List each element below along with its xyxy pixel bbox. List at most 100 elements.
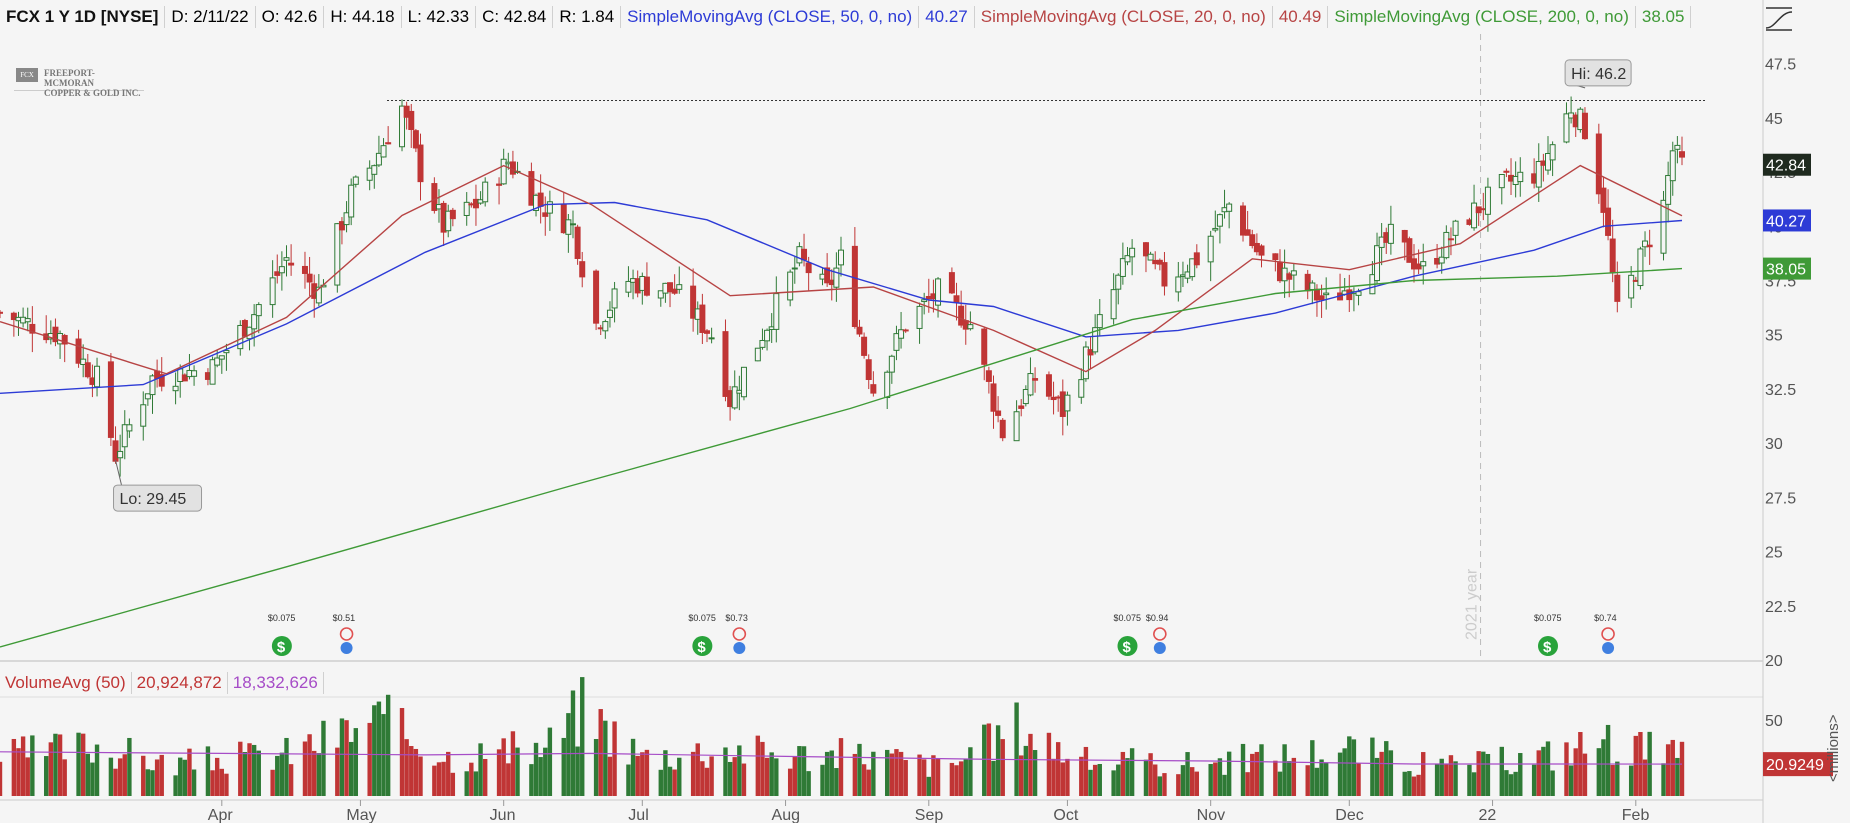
volume-bar bbox=[1568, 765, 1574, 796]
volume-bar bbox=[367, 722, 372, 796]
candle-body bbox=[417, 144, 424, 183]
volume-bar bbox=[1541, 746, 1546, 796]
volume-bar bbox=[251, 744, 257, 796]
volume-bar bbox=[57, 734, 63, 796]
candle-body bbox=[1642, 240, 1649, 248]
candle-body bbox=[898, 329, 905, 339]
candle-body bbox=[1669, 150, 1676, 182]
volume-bar bbox=[677, 757, 682, 796]
dividend-icon[interactable] bbox=[692, 636, 713, 656]
volume-bar bbox=[871, 751, 876, 796]
ma200-label[interactable]: SimpleMovingAvg (CLOSE, 200, 0, no) bbox=[1328, 6, 1636, 28]
candle-body bbox=[1189, 258, 1196, 278]
volume-bar bbox=[1615, 761, 1620, 796]
dividend-icon-glyph: $ bbox=[277, 639, 286, 656]
dividend-icon[interactable] bbox=[1537, 636, 1558, 656]
volume-bar bbox=[76, 732, 81, 796]
volume-bar bbox=[182, 759, 188, 796]
volume-bar bbox=[1129, 748, 1135, 796]
earnings-icon[interactable] bbox=[732, 627, 747, 641]
volume-bar bbox=[663, 750, 668, 796]
earnings-bulb-icon[interactable] bbox=[733, 642, 746, 654]
volume-bar bbox=[30, 735, 35, 796]
candle-body bbox=[399, 105, 406, 148]
dividend-label: $0.075 bbox=[268, 613, 296, 623]
y-tick-label: 20 bbox=[1765, 653, 1783, 670]
volume-bar bbox=[949, 762, 955, 796]
volume-bar bbox=[62, 759, 67, 796]
volume-bar bbox=[20, 736, 26, 796]
volume-bar bbox=[737, 745, 742, 796]
dividend-icon[interactable] bbox=[1117, 636, 1138, 656]
volume-bar bbox=[1347, 736, 1352, 796]
volume-bar bbox=[1610, 765, 1615, 796]
candle-body bbox=[1447, 238, 1454, 241]
candle-body bbox=[352, 176, 359, 185]
dividend-icon[interactable] bbox=[271, 636, 292, 656]
candle-body bbox=[1387, 223, 1394, 244]
volume-bar bbox=[127, 737, 132, 796]
volume-value: 20,924,872 bbox=[132, 672, 228, 694]
volume-bar bbox=[852, 753, 858, 796]
candle-body bbox=[1212, 227, 1219, 231]
volume-bar bbox=[1356, 763, 1361, 796]
volume-bar bbox=[1601, 739, 1606, 796]
candle-body bbox=[708, 337, 715, 340]
candle-body bbox=[431, 183, 438, 211]
volume-bar bbox=[1240, 743, 1246, 796]
earnings-bulb-icon[interactable] bbox=[340, 642, 353, 654]
ma20-label[interactable]: SimpleMovingAvg (CLOSE, 20, 0, no) bbox=[975, 6, 1273, 28]
candle-body bbox=[75, 338, 82, 364]
volume-bar bbox=[1444, 763, 1449, 796]
candle-body bbox=[0, 311, 3, 314]
candle-body bbox=[884, 371, 891, 399]
volume-bar bbox=[1633, 735, 1638, 796]
ma50-label[interactable]: SimpleMovingAvg (CLOSE, 50, 0, no) bbox=[621, 6, 920, 28]
candle-body bbox=[1420, 261, 1427, 267]
open-label: O: 42.6 bbox=[256, 6, 325, 28]
y-tick-label: 45 bbox=[1765, 111, 1783, 128]
earnings-bulb-icon[interactable] bbox=[1602, 642, 1615, 654]
volume-bar bbox=[256, 750, 261, 796]
volume-bar bbox=[409, 746, 414, 796]
candle-body bbox=[1646, 244, 1653, 248]
symbol-label[interactable]: FCX 1 Y 1D [NYSE] bbox=[0, 6, 166, 28]
candle-body bbox=[251, 314, 258, 330]
volume-bar bbox=[1014, 702, 1019, 796]
candle-body bbox=[671, 288, 678, 294]
candle-body bbox=[10, 312, 17, 321]
x-tick-label: Nov bbox=[1197, 807, 1225, 823]
volume-bar bbox=[432, 765, 437, 796]
volume-bar bbox=[547, 727, 553, 796]
volume-bar bbox=[995, 725, 1001, 796]
candle-body bbox=[999, 419, 1006, 439]
x-tick-label: Dec bbox=[1335, 807, 1363, 823]
volume-avg-label[interactable]: VolumeAvg (50) bbox=[0, 672, 132, 694]
volume-bar bbox=[723, 747, 728, 796]
volume-bar bbox=[11, 738, 17, 796]
candle-body bbox=[1517, 171, 1524, 183]
volume-bar bbox=[1319, 759, 1324, 796]
candle-body bbox=[1115, 274, 1122, 290]
volume-bar bbox=[1661, 763, 1666, 796]
x-tick-label: Feb bbox=[1622, 807, 1650, 823]
candle-body bbox=[537, 192, 544, 207]
earnings-icon[interactable] bbox=[339, 627, 354, 641]
candle-body bbox=[1535, 160, 1542, 188]
candle-body bbox=[1438, 256, 1445, 264]
volume-bar bbox=[1545, 741, 1551, 796]
volume-bar bbox=[538, 757, 543, 796]
chart-style-icon[interactable] bbox=[1762, 4, 1798, 32]
candle-body bbox=[773, 293, 780, 330]
candle-body bbox=[496, 183, 503, 186]
volume-bar bbox=[797, 746, 802, 796]
earnings-bulb-icon[interactable] bbox=[1153, 642, 1166, 654]
volume-bar bbox=[108, 757, 114, 796]
earnings-icon[interactable] bbox=[1601, 627, 1615, 641]
volume-bar bbox=[178, 757, 183, 796]
volume-bar bbox=[113, 768, 118, 796]
earnings-icon[interactable] bbox=[1153, 627, 1167, 641]
volume-bar bbox=[667, 766, 673, 796]
dividend-icon-glyph: $ bbox=[1122, 639, 1131, 656]
